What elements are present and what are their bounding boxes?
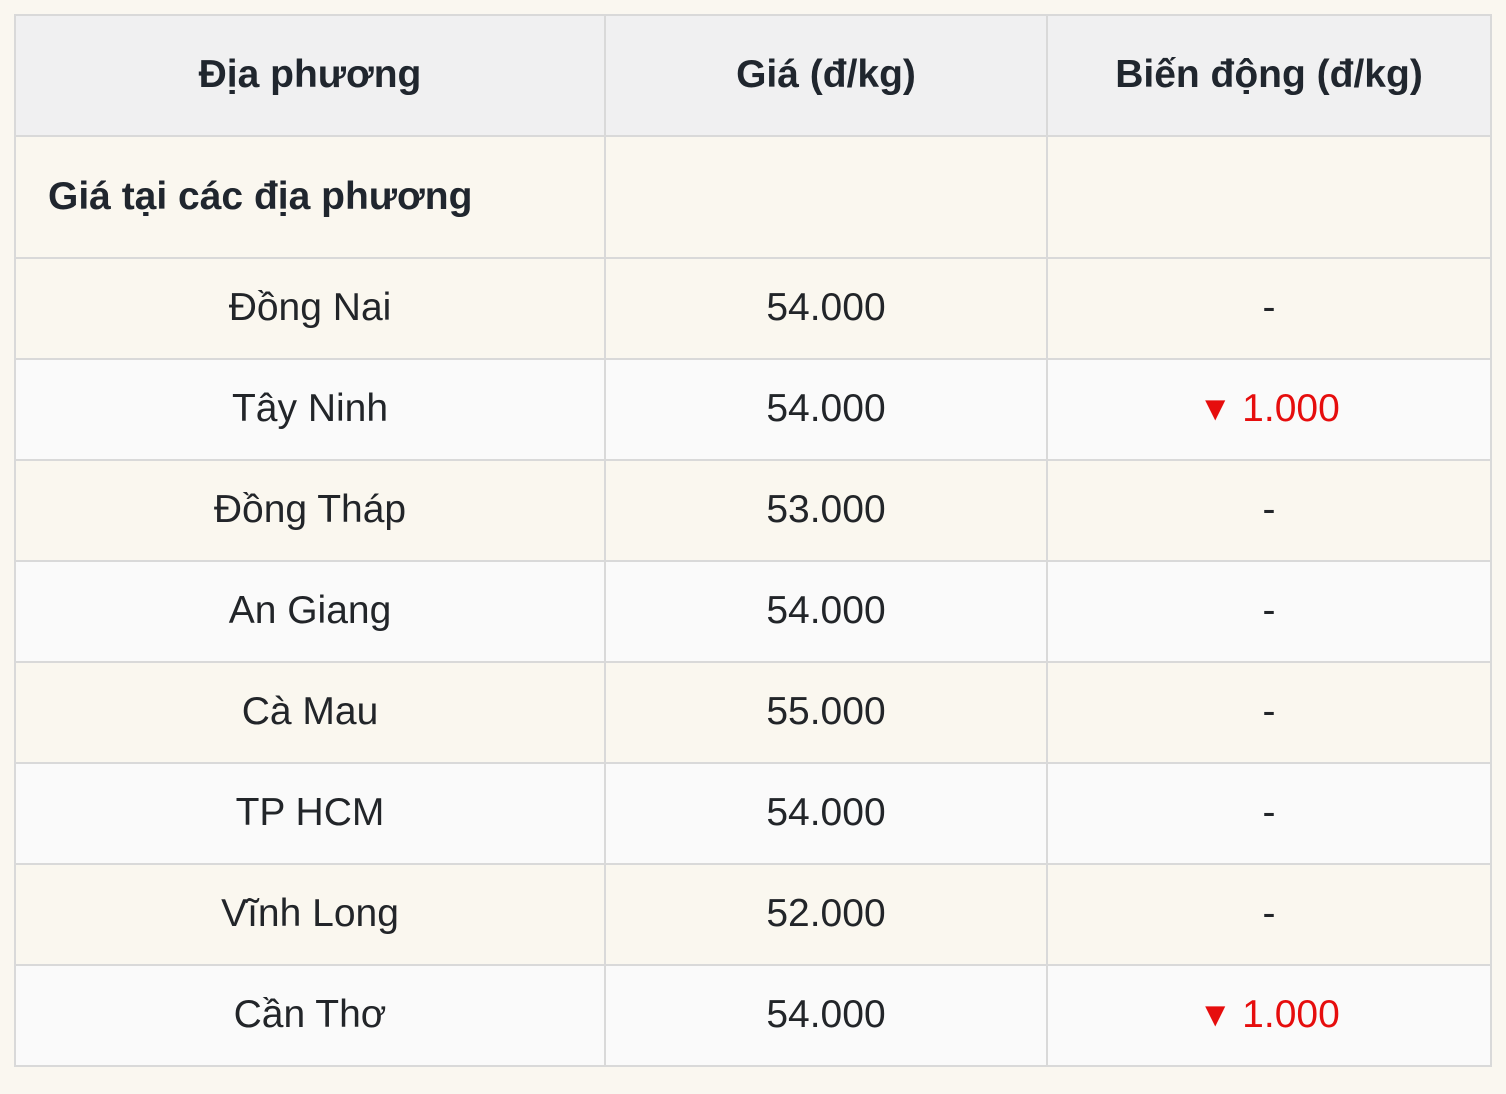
- header-row: Địa phương Giá (đ/kg) Biến động (đ/kg): [14, 14, 1492, 137]
- section-empty-change-cell: [1046, 135, 1492, 259]
- table-row: Đồng Nai 54.000 -: [14, 257, 1492, 360]
- change-value: 1.000: [1242, 387, 1340, 431]
- price-cell: 54.000: [604, 762, 1048, 865]
- down-triangle-icon: ▼: [1198, 996, 1233, 1035]
- change-cell: -: [1046, 863, 1492, 966]
- price-cell: 54.000: [604, 560, 1048, 663]
- change-cell: ▼ 1.000: [1046, 358, 1492, 461]
- section-empty-price-cell: [604, 135, 1048, 259]
- col-header-region: Địa phương: [14, 14, 606, 137]
- change-cell: -: [1046, 661, 1492, 764]
- price-cell: 52.000: [604, 863, 1048, 966]
- change-cell: ▼ 1.000: [1046, 964, 1492, 1067]
- price-cell: 54.000: [604, 257, 1048, 360]
- change-cell: -: [1046, 560, 1492, 663]
- change-cell: -: [1046, 459, 1492, 562]
- price-cell: 54.000: [604, 358, 1048, 461]
- price-cell: 55.000: [604, 661, 1048, 764]
- region-cell: An Giang: [14, 560, 606, 663]
- table-row: An Giang 54.000 -: [14, 560, 1492, 663]
- region-cell: TP HCM: [14, 762, 606, 865]
- table-row: Tây Ninh 54.000 ▼ 1.000: [14, 358, 1492, 461]
- table-row: Đồng Tháp 53.000 -: [14, 459, 1492, 562]
- change-cell: -: [1046, 257, 1492, 360]
- region-cell: Cà Mau: [14, 661, 606, 764]
- change-value: 1.000: [1242, 993, 1340, 1037]
- region-cell: Cần Thơ: [14, 964, 606, 1067]
- region-cell: Vĩnh Long: [14, 863, 606, 966]
- table-row: Vĩnh Long 52.000 -: [14, 863, 1492, 966]
- down-triangle-icon: ▼: [1198, 390, 1233, 429]
- table-row: Cà Mau 55.000 -: [14, 661, 1492, 764]
- table-row: Cần Thơ 54.000 ▼ 1.000: [14, 964, 1492, 1067]
- section-label: Giá tại các địa phương: [14, 135, 606, 259]
- price-cell: 53.000: [604, 459, 1048, 562]
- region-cell: Đồng Nai: [14, 257, 606, 360]
- table-body: Giá tại các địa phương Đồng Nai 54.000 -…: [14, 135, 1492, 1067]
- table-row: TP HCM 54.000 -: [14, 762, 1492, 865]
- price-table: Địa phương Giá (đ/kg) Biến động (đ/kg) G…: [14, 14, 1492, 1067]
- region-cell: Tây Ninh: [14, 358, 606, 461]
- region-cell: Đồng Tháp: [14, 459, 606, 562]
- change-cell: -: [1046, 762, 1492, 865]
- price-cell: 54.000: [604, 964, 1048, 1067]
- col-header-change: Biến động (đ/kg): [1046, 14, 1492, 137]
- col-header-price: Giá (đ/kg): [604, 14, 1048, 137]
- section-row: Giá tại các địa phương: [14, 135, 1492, 259]
